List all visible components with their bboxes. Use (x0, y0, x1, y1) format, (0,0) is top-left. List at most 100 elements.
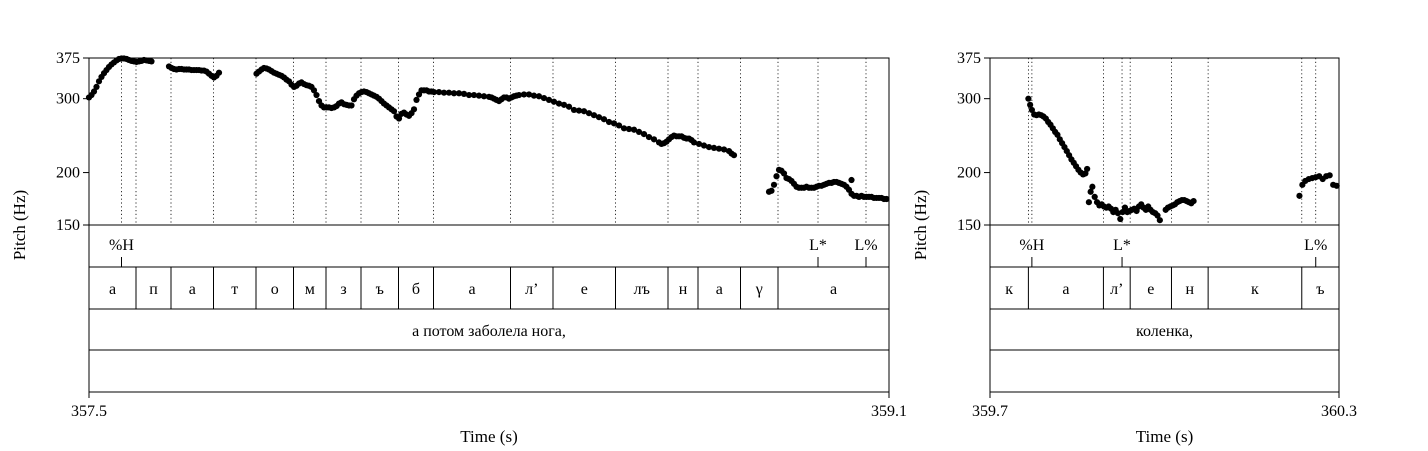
pitch-point (883, 195, 890, 203)
pitch-panel-right: к а л’ е н к ъ %H L* L% коленка, 150 200 300 375 359.7 3… (911, 50, 1357, 446)
pitch-point (600, 116, 608, 123)
pitch-point (770, 181, 778, 188)
pitch-point (413, 96, 420, 103)
x-tick-label: 357.5 (71, 403, 107, 420)
pitch-point (620, 125, 628, 132)
pitch-point (310, 87, 318, 94)
pitch-point (445, 89, 453, 96)
tone-label: L* (1113, 237, 1131, 254)
pitch-point (690, 139, 698, 146)
pitch-point (1025, 95, 1032, 102)
pitch-point (395, 115, 403, 122)
y-tick-label: 200 (957, 165, 981, 182)
segment-label: ъ (376, 281, 384, 298)
x-tick-label: 360.3 (1321, 403, 1357, 420)
pitch-point (460, 90, 468, 97)
pitch-point (348, 102, 355, 109)
pitch-point (1084, 165, 1091, 173)
pitch-point (1028, 106, 1035, 114)
pitch-point (700, 142, 708, 149)
tone-label: %H (1019, 237, 1044, 254)
segment-label: а (189, 281, 196, 298)
tone-label: L* (809, 237, 827, 254)
pitch-point (705, 143, 713, 151)
y-tick-label: 150 (56, 217, 80, 234)
pitch-point (475, 92, 483, 99)
pitch-point (1091, 193, 1098, 201)
pitch-point (650, 136, 658, 143)
pitch-point (560, 101, 568, 108)
segment-label: е (581, 281, 588, 298)
pitch-point (1114, 210, 1122, 217)
pitch-point (1087, 188, 1094, 195)
segment-label: л’ (1110, 281, 1123, 298)
pitch-point (435, 89, 443, 96)
pitch-point (540, 94, 548, 102)
pitch-point (848, 176, 855, 184)
y-tick-label: 300 (56, 91, 80, 108)
segment-label: ъ (1316, 281, 1324, 298)
y-axis-label: Pitch (Hz) (911, 190, 930, 260)
word-label: коленка, (1136, 323, 1193, 340)
segment-label: о (271, 281, 279, 298)
y-tick-label: 300 (957, 91, 981, 108)
segment-label: л’ (525, 281, 538, 298)
tone-label: %H (109, 237, 134, 254)
pitch-point (595, 114, 603, 121)
pitch-point (585, 110, 593, 117)
pitch-point (1154, 212, 1161, 219)
segment-label: п (149, 281, 158, 298)
pitch-point (615, 122, 623, 129)
pitch-point (1296, 192, 1303, 199)
y-axis-label: Pitch (Hz) (10, 190, 29, 260)
pitch-point (1089, 183, 1096, 190)
pitch-point (90, 88, 98, 95)
pitch-point (590, 112, 598, 119)
pitch-point (480, 93, 488, 100)
pitch-point (440, 89, 448, 96)
segment-label: н (1186, 281, 1195, 298)
pitch-point (148, 58, 155, 65)
word-label: а потом заболела нога, (412, 323, 566, 340)
segment-label: н (679, 281, 688, 298)
pitch-point (455, 90, 463, 97)
pitch-point (773, 173, 780, 180)
pitch-point (570, 106, 578, 114)
x-axis-label: Time (s) (1136, 427, 1193, 446)
segment-label: γ (755, 281, 763, 298)
pitch-point (515, 91, 523, 99)
pitch-point (640, 130, 648, 138)
pitch-point (625, 125, 633, 133)
segment-label: м (305, 281, 315, 298)
x-tick-label: 359.1 (871, 403, 907, 420)
pitch-point (695, 140, 703, 148)
pitch-point (575, 107, 583, 114)
pitch-point (720, 146, 728, 153)
pitch-point (93, 83, 100, 91)
segment-label: к (1005, 281, 1013, 298)
pitch-point (645, 133, 653, 141)
pitch-point (530, 92, 538, 99)
pitch-point (215, 69, 223, 76)
pitch-point (410, 106, 418, 113)
pitch-point (1156, 217, 1163, 224)
segment-label: а (109, 281, 116, 298)
pitch-point (635, 128, 643, 135)
pitch-point (780, 170, 788, 177)
pitch-point (710, 144, 718, 151)
pitch-point (430, 89, 438, 96)
segment-label: а (1062, 281, 1069, 298)
pitch-point (580, 108, 588, 115)
pitch-point (555, 100, 563, 107)
segment-label: з (340, 281, 346, 298)
tone-label: L% (1304, 237, 1327, 254)
pitch-point (520, 91, 528, 98)
tone-label: L% (854, 237, 877, 254)
pitch-point (630, 126, 638, 133)
pitch-point (768, 187, 775, 194)
segment-label: т (231, 281, 238, 298)
pitch-point (1326, 172, 1333, 179)
pitch-point (715, 145, 723, 152)
segment-label: а (716, 281, 723, 298)
